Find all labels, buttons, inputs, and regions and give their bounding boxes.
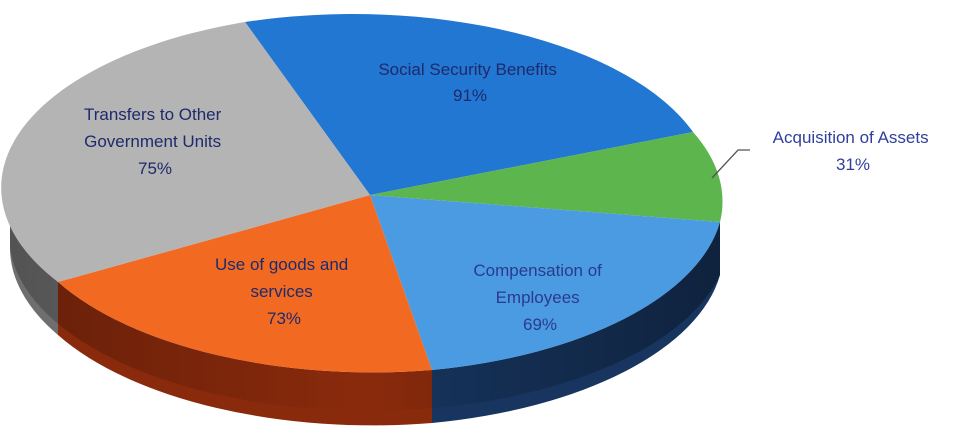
label-social-security-value: 91% <box>453 86 487 105</box>
pie-slice-acquisition-of-assets <box>370 132 723 222</box>
label-transfers: Transfers to Other Government Units 75% <box>84 105 226 178</box>
pie-slice-transfers-to-other-government-units <box>1 22 370 282</box>
label-compensation-line2: Employees <box>496 288 580 307</box>
label-acquisition: Acquisition of Assets 31% <box>773 128 934 174</box>
pie-top-face <box>1 13 723 373</box>
label-compensation-value: 69% <box>523 315 557 334</box>
label-transfers-value: 75% <box>138 159 172 178</box>
label-use-goods-value: 73% <box>267 309 301 328</box>
pie-slice-compensation-of-employees <box>370 195 720 370</box>
pie-side-shading <box>10 195 720 411</box>
acquisition-leader-line <box>711 149 750 179</box>
pie-slice-social-security-benefits <box>245 13 693 195</box>
label-use-goods-line2: services <box>250 282 312 301</box>
label-transfers-line2: Government Units <box>84 132 221 151</box>
label-compensation-line1: Compensation of <box>473 261 602 280</box>
label-transfers-line1: Transfers to Other <box>84 105 222 124</box>
label-social-security: Social Security Benefits 91% <box>378 60 561 105</box>
pie-slice-use-of-goods-and-services <box>58 195 432 373</box>
label-acquisition-name: Acquisition of Assets <box>773 128 929 147</box>
label-compensation: Compensation of Employees 69% <box>473 261 606 334</box>
label-social-security-name: Social Security Benefits <box>378 60 557 79</box>
label-use-goods-line1: Use of goods and <box>215 255 348 274</box>
label-use-goods: Use of goods and services 73% <box>215 255 353 328</box>
label-acquisition-value: 31% <box>836 155 870 174</box>
